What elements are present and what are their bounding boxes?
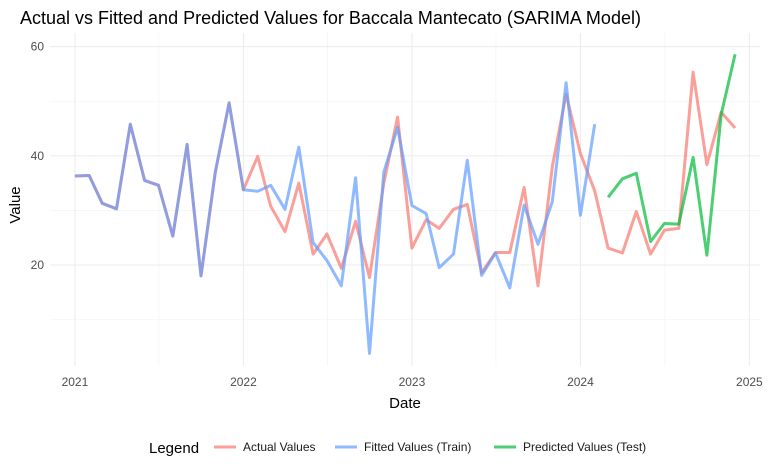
chart-title: Actual vs Fitted and Predicted Values fo… — [20, 8, 641, 28]
x-tick-label: 2025 — [736, 375, 763, 389]
x-tick-label: 2024 — [567, 375, 594, 389]
legend-item-label: Fitted Values (Train) — [364, 440, 471, 454]
series-line-fitted-values-train — [74, 81, 597, 355]
legend: Legend Actual Values Fitted Values (Train… — [149, 440, 646, 457]
y-axis-title: Value — [7, 186, 24, 223]
x-axis-title: Date — [389, 395, 421, 412]
x-tick-label: 2021 — [62, 375, 89, 389]
y-tick-label: 40 — [31, 149, 45, 163]
plot-series — [74, 53, 737, 355]
legend-title: Legend — [149, 440, 199, 457]
legend-item-label: Actual Values — [243, 440, 316, 454]
plot-grid — [50, 33, 760, 366]
x-tick-label: 2022 — [230, 375, 257, 389]
legend-item-label: Predicted Values (Test) — [523, 440, 646, 454]
x-axis-ticks: 2021 2022 2023 2024 2025 — [62, 375, 763, 389]
y-tick-label: 20 — [31, 258, 45, 272]
series-line-predicted-values-test — [606, 53, 737, 257]
y-axis-ticks: 20 40 60 — [31, 40, 45, 272]
y-tick-label: 60 — [31, 40, 45, 54]
x-tick-label: 2023 — [399, 375, 426, 389]
